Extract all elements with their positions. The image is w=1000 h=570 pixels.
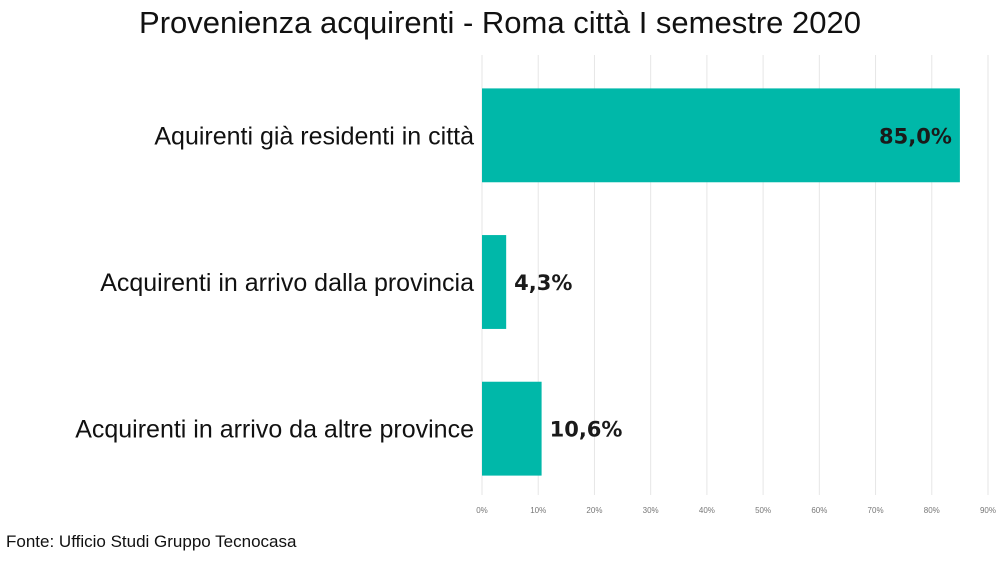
bar — [482, 235, 506, 329]
category-label: Acquirenti in arrivo dalla provincia — [100, 269, 474, 297]
x-axis-ticks: 0% 10% 20% 30% 40% 50% 60% 70% 80% 90% — [476, 506, 996, 515]
x-tick-label: 20% — [586, 506, 602, 515]
category-labels: Aquirenti già residenti in città Acquiren… — [75, 122, 474, 443]
x-tick-label: 60% — [811, 506, 827, 515]
data-label: 4,3% — [514, 271, 572, 295]
x-tick-label: 0% — [476, 506, 488, 515]
x-tick-label: 50% — [755, 506, 771, 515]
category-label: Acquirenti in arrivo da altre province — [75, 416, 474, 444]
x-tick-label: 30% — [643, 506, 659, 515]
data-label: 10,6% — [550, 418, 623, 442]
x-tick-label: 70% — [868, 506, 884, 515]
x-tick-label: 40% — [699, 506, 715, 515]
category-label: Aquirenti già residenti in città — [154, 122, 474, 150]
chart-title: Provenienza acquirenti - Roma città I se… — [139, 5, 861, 40]
bar — [482, 382, 542, 476]
source-note: Fonte: Ufficio Studi Gruppo Tecnocasa — [6, 532, 297, 551]
x-tick-label: 80% — [924, 506, 940, 515]
x-tick-label: 10% — [530, 506, 546, 515]
x-tick-label: 90% — [980, 506, 996, 515]
data-label: 85,0% — [879, 124, 952, 148]
